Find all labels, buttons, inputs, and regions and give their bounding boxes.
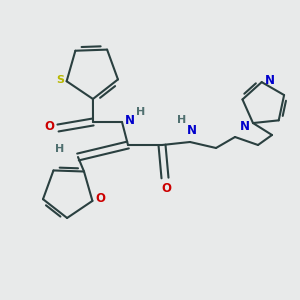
Text: N: N: [125, 113, 135, 127]
Text: N: N: [187, 124, 197, 136]
Text: H: H: [56, 144, 64, 154]
Text: N: N: [265, 74, 275, 87]
Text: O: O: [161, 182, 171, 194]
Text: H: H: [177, 115, 187, 125]
Text: O: O: [44, 121, 54, 134]
Text: S: S: [57, 75, 64, 85]
Text: O: O: [95, 192, 105, 206]
Text: H: H: [136, 107, 146, 117]
Text: N: N: [240, 120, 250, 133]
